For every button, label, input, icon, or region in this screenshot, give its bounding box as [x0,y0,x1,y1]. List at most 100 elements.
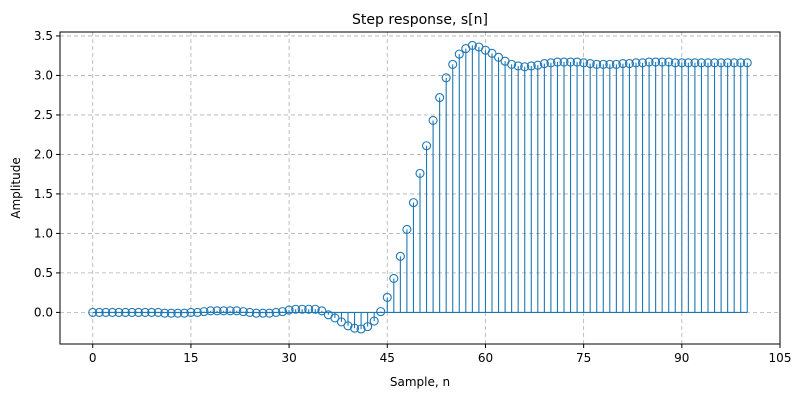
x-tick-label: 90 [674,351,689,365]
stem-marker [637,58,648,68]
stem-marker [670,58,680,68]
stem-marker [389,273,399,283]
stem-marker [703,58,713,68]
stem-marker [356,324,366,334]
stem-marker [487,48,497,58]
stem-marker [493,52,504,62]
stem-marker [245,307,255,317]
stem-marker [657,57,667,67]
stem-marker [454,49,464,59]
stem-marker [533,60,543,70]
stem-marker [127,307,137,317]
stem-marker [297,304,307,314]
stem-marker [605,59,615,69]
stem-marker [598,59,608,69]
stem-marker [683,58,693,68]
stem-marker [336,317,347,327]
stem-marker [408,198,419,208]
y-axis-label: Amplitude [9,157,23,219]
stem-marker [147,307,157,317]
stem-marker [435,93,445,103]
stem-marker [644,57,654,67]
stem-marker [618,59,628,69]
y-tick-label: 0.0 [34,305,53,319]
stem-marker [415,168,425,178]
stem-marker [651,57,661,67]
y-tick-label: 2.5 [34,108,53,122]
stem-marker [277,307,288,317]
stem-marker [395,251,405,261]
stem-marker [140,307,150,317]
stem-marker [376,307,386,317]
y-tick-label: 1.5 [34,187,53,201]
stem-marker [258,308,268,318]
stem-marker [205,306,216,316]
y-tick-label: 3.5 [34,29,53,43]
y-axis-ticks: 0.0 0.5 1.0 1.5 2.0 2.5 3.0 3.5 [34,29,60,319]
stem-marker [232,306,242,316]
stem-marker [742,58,752,68]
x-tick-label: 30 [281,351,296,365]
stem-marker [310,304,320,314]
stem-marker [565,57,576,67]
x-tick-label: 0 [89,351,97,365]
stem-marker [664,57,674,67]
stem-marker [101,307,111,317]
stem-marker [88,307,98,317]
stem-marker [363,322,373,332]
stem-marker [631,58,641,68]
stem-marker [251,308,261,318]
x-tick-label: 75 [576,351,591,365]
stem-marker [736,58,746,68]
stem-marker [160,308,170,318]
stem-marker [291,304,301,314]
stem-marker [585,59,595,69]
stem-marker [199,307,209,317]
stem-marker [539,59,549,69]
stem-marker [716,58,726,68]
stem-marker [402,224,412,235]
stem-marker [546,58,556,68]
x-tick-label: 15 [183,351,198,365]
stem-marker [317,306,327,316]
stem-marker [611,59,621,69]
x-tick-label: 60 [478,351,493,365]
plot-frame [59,31,781,345]
stem-marker [271,307,281,317]
stem-marker [467,40,477,50]
stem-marker [448,59,458,69]
stem-marker [507,59,517,69]
stem-marker [114,307,124,317]
stem-marker [173,308,183,318]
stem-marker [526,61,536,71]
stem-marker [304,304,314,314]
stem-marker [264,308,275,318]
stem-marker [186,307,196,317]
y-tick-label: 0.5 [34,266,53,280]
stem-marker [382,292,392,302]
stem-marker [284,305,294,315]
stem-marker [369,316,379,326]
chart-title: Step response, s[n] [352,12,488,28]
stem-series [88,40,752,334]
x-axis-ticks: 0 15 30 45 60 75 90 105 [89,344,792,365]
stem-marker [219,306,229,316]
stem-marker [192,307,203,317]
y-tick-label: 3.0 [34,68,53,82]
x-tick-label: 105 [769,351,792,365]
stem-marker [677,58,687,68]
stem-marker [153,307,163,317]
stem-marker [441,73,451,83]
stem-marker [120,307,131,317]
x-tick-label: 45 [380,351,395,365]
stem-marker [572,57,582,67]
stem-marker [552,57,563,67]
y-tick-label: 2.0 [34,147,53,161]
stem-marker [133,307,144,317]
stem-marker [690,58,700,68]
stem-marker [212,306,222,316]
stem-marker [696,58,707,68]
stem-marker [520,62,530,72]
